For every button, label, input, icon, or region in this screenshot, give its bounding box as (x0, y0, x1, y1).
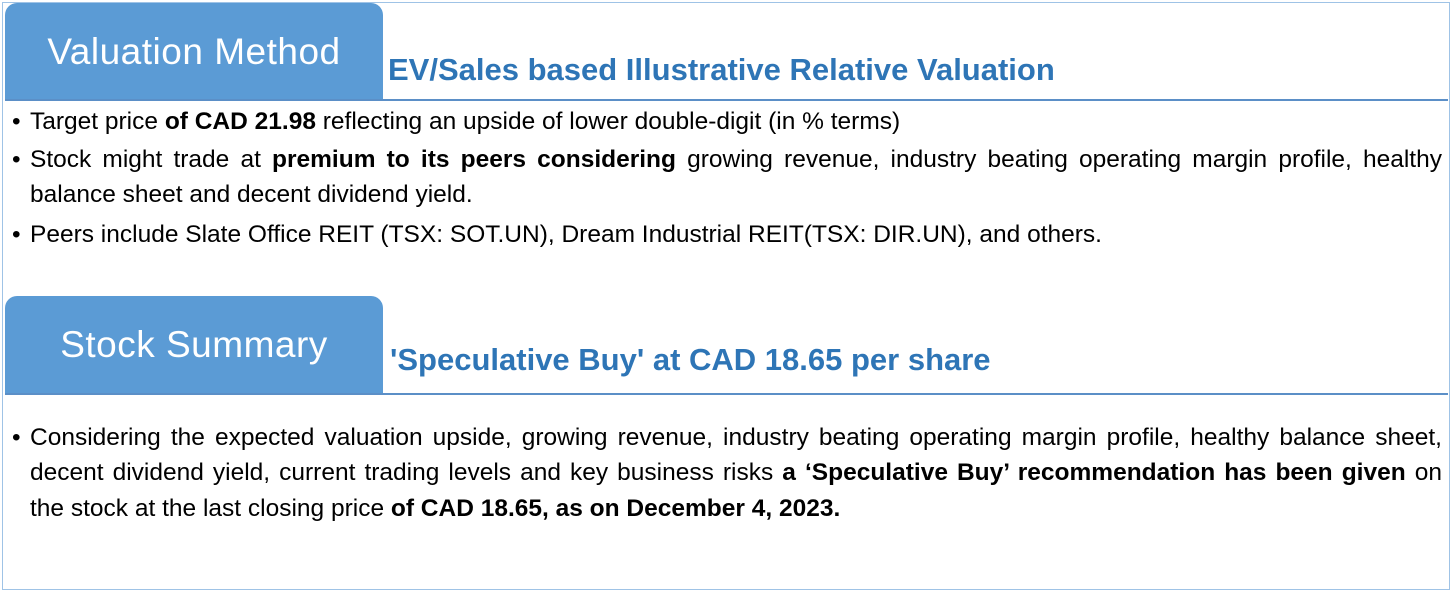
valuation-heading: EV/Sales based Illustrative Relative Val… (388, 52, 1055, 87)
valuation-divider (5, 99, 1448, 101)
stock-summary-divider (5, 393, 1448, 395)
bullet-dot: • (12, 424, 21, 451)
stock-summary-heading: 'Speculative Buy' at CAD 18.65 per share (390, 342, 991, 377)
bullet-dot: • (12, 145, 21, 173)
stock-summary-tab-label: Stock Summary (60, 324, 328, 365)
stock-summary-tab: Stock Summary (5, 296, 383, 394)
bullet-dot: • (12, 220, 21, 248)
valuation-bullet-1: • Target price of CAD 21.98 reflecting an… (12, 104, 1442, 140)
valuation-bullet-3: • Peers include Slate Office REIT (TSX: S… (12, 217, 1442, 253)
valuation-method-tab: Valuation Method (5, 3, 383, 101)
valuation-body: • Target price of CAD 21.98 reflecting an… (12, 104, 1442, 252)
stock-summary-body: • Considering the expected valuation upsi… (12, 420, 1442, 526)
valuation-bullet-2: • Stock might trade at premium to its pee… (12, 142, 1442, 213)
stock-summary-bullet: • Considering the expected valuation upsi… (12, 420, 1442, 526)
valuation-method-tab-label: Valuation Method (47, 31, 341, 72)
bullet-dot: • (12, 108, 21, 135)
